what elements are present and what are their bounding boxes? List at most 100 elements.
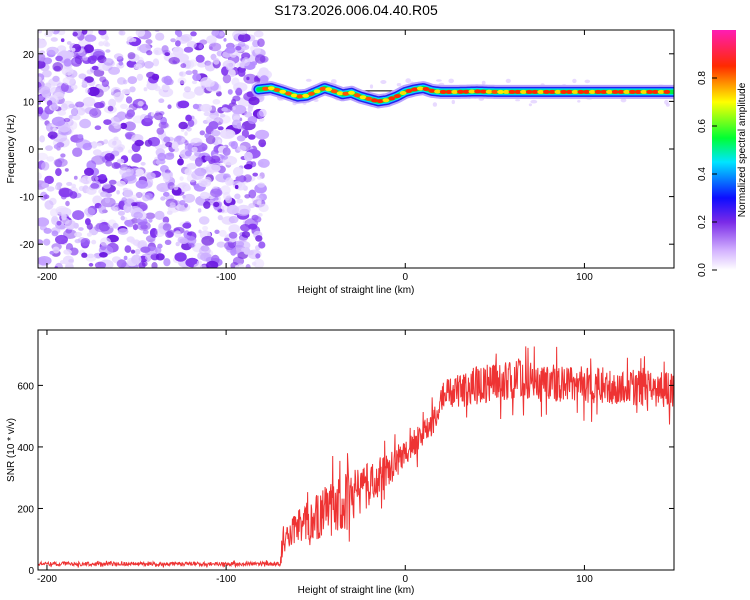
noise-speckle	[121, 88, 131, 95]
noise-speckle	[255, 253, 261, 259]
colorbar-tick-label: 0.4	[697, 167, 708, 181]
noise-speckle	[102, 183, 111, 189]
noise-speckle	[63, 58, 72, 67]
ridge-peak	[560, 89, 567, 94]
noise-speckle	[116, 158, 125, 164]
noise-speckle	[253, 258, 265, 268]
noise-speckle	[162, 216, 170, 224]
noise-speckle	[90, 183, 100, 189]
noise-speckle	[98, 30, 107, 36]
noise-speckle	[217, 215, 223, 221]
noise-speckle	[151, 262, 158, 268]
ridge-peak	[462, 89, 470, 94]
noise-speckle	[103, 58, 114, 66]
noise-speckle	[46, 186, 55, 192]
noise-speckle	[206, 35, 217, 44]
noise-speckle	[52, 75, 60, 82]
noise-speckle	[94, 125, 102, 130]
noise-speckle-layer	[38, 30, 674, 268]
noise-speckle	[51, 102, 58, 111]
noise-speckle	[44, 200, 54, 210]
noise-speckle	[203, 111, 211, 117]
noise-speckle	[75, 101, 85, 108]
noise-speckle	[180, 63, 187, 69]
ridge-peak	[348, 90, 355, 95]
noise-speckle	[72, 210, 85, 221]
noise-speckle	[247, 116, 258, 124]
noise-speckle	[224, 241, 235, 251]
noise-speckle	[146, 50, 153, 56]
noise-speckle	[226, 204, 239, 215]
noise-speckle	[330, 79, 337, 84]
noise-speckle	[209, 155, 221, 163]
colorbar-label: Normalized spectral amplitude	[737, 82, 748, 217]
spectrogram-y-tick-label: 10	[23, 97, 35, 108]
noise-speckle	[260, 142, 266, 147]
noise-speckle	[258, 67, 269, 77]
noise-speckle	[237, 68, 246, 77]
noise-speckle	[92, 149, 102, 156]
snr-y-tick-label: 0	[28, 566, 34, 577]
noise-speckle	[71, 47, 76, 52]
ridge-peak	[422, 87, 430, 91]
noise-speckle	[258, 203, 269, 213]
noise-speckle	[232, 106, 236, 111]
ridge-peak	[474, 89, 481, 94]
noise-speckle	[98, 41, 104, 47]
noise-speckle	[103, 139, 109, 145]
noise-speckle	[145, 212, 156, 220]
noise-speckle	[451, 99, 455, 105]
noise-speckle	[179, 176, 184, 182]
noise-speckle	[80, 238, 91, 246]
noise-speckle	[199, 130, 205, 136]
ridge-peak	[359, 95, 367, 100]
noise-speckle	[131, 254, 142, 265]
ridge-peak	[566, 89, 573, 94]
noise-speckle	[174, 252, 187, 262]
noise-speckle	[161, 84, 167, 90]
noise-speckle	[259, 75, 269, 84]
snr-x-label: Height of straight line (km)	[298, 585, 415, 596]
noise-speckle	[134, 248, 141, 255]
noise-speckle	[156, 127, 165, 135]
noise-speckle	[237, 41, 246, 47]
noise-speckle	[212, 99, 221, 105]
noise-speckle	[129, 194, 138, 200]
noise-speckle	[134, 139, 144, 147]
noise-speckle	[135, 179, 148, 189]
noise-speckle	[206, 79, 215, 87]
noise-speckle	[257, 213, 263, 217]
noise-speckle	[243, 247, 251, 255]
noise-speckle	[84, 76, 94, 83]
noise-speckle	[243, 174, 252, 183]
ridge-peak	[600, 89, 608, 94]
noise-speckle	[46, 156, 55, 162]
noise-speckle	[236, 135, 246, 142]
noise-speckle	[66, 181, 73, 186]
noise-speckle	[73, 175, 78, 180]
noise-speckle	[125, 133, 133, 140]
noise-speckle	[236, 145, 247, 152]
noise-speckle	[82, 56, 89, 61]
noise-speckle	[184, 86, 191, 93]
noise-speckle	[43, 238, 51, 246]
noise-speckle	[113, 53, 124, 60]
noise-speckle	[219, 31, 224, 37]
snr-y-tick-label: 600	[17, 381, 34, 392]
noise-speckle	[217, 139, 222, 144]
noise-speckle	[85, 254, 97, 262]
noise-speckle	[131, 153, 142, 163]
noise-speckle	[100, 237, 111, 247]
noise-speckle	[257, 182, 266, 188]
colorbar-tick-label: 0.0	[697, 263, 708, 277]
spectrogram-x-tick-label: 100	[576, 272, 593, 283]
noise-speckle	[194, 86, 205, 96]
noise-speckle	[124, 245, 132, 253]
noise-speckle	[195, 54, 205, 63]
noise-speckle	[51, 116, 66, 127]
ridge-peak	[399, 91, 407, 95]
noise-speckle	[108, 179, 117, 185]
noise-speckle	[182, 90, 196, 100]
noise-speckle	[210, 188, 223, 198]
noise-speckle	[164, 239, 172, 245]
